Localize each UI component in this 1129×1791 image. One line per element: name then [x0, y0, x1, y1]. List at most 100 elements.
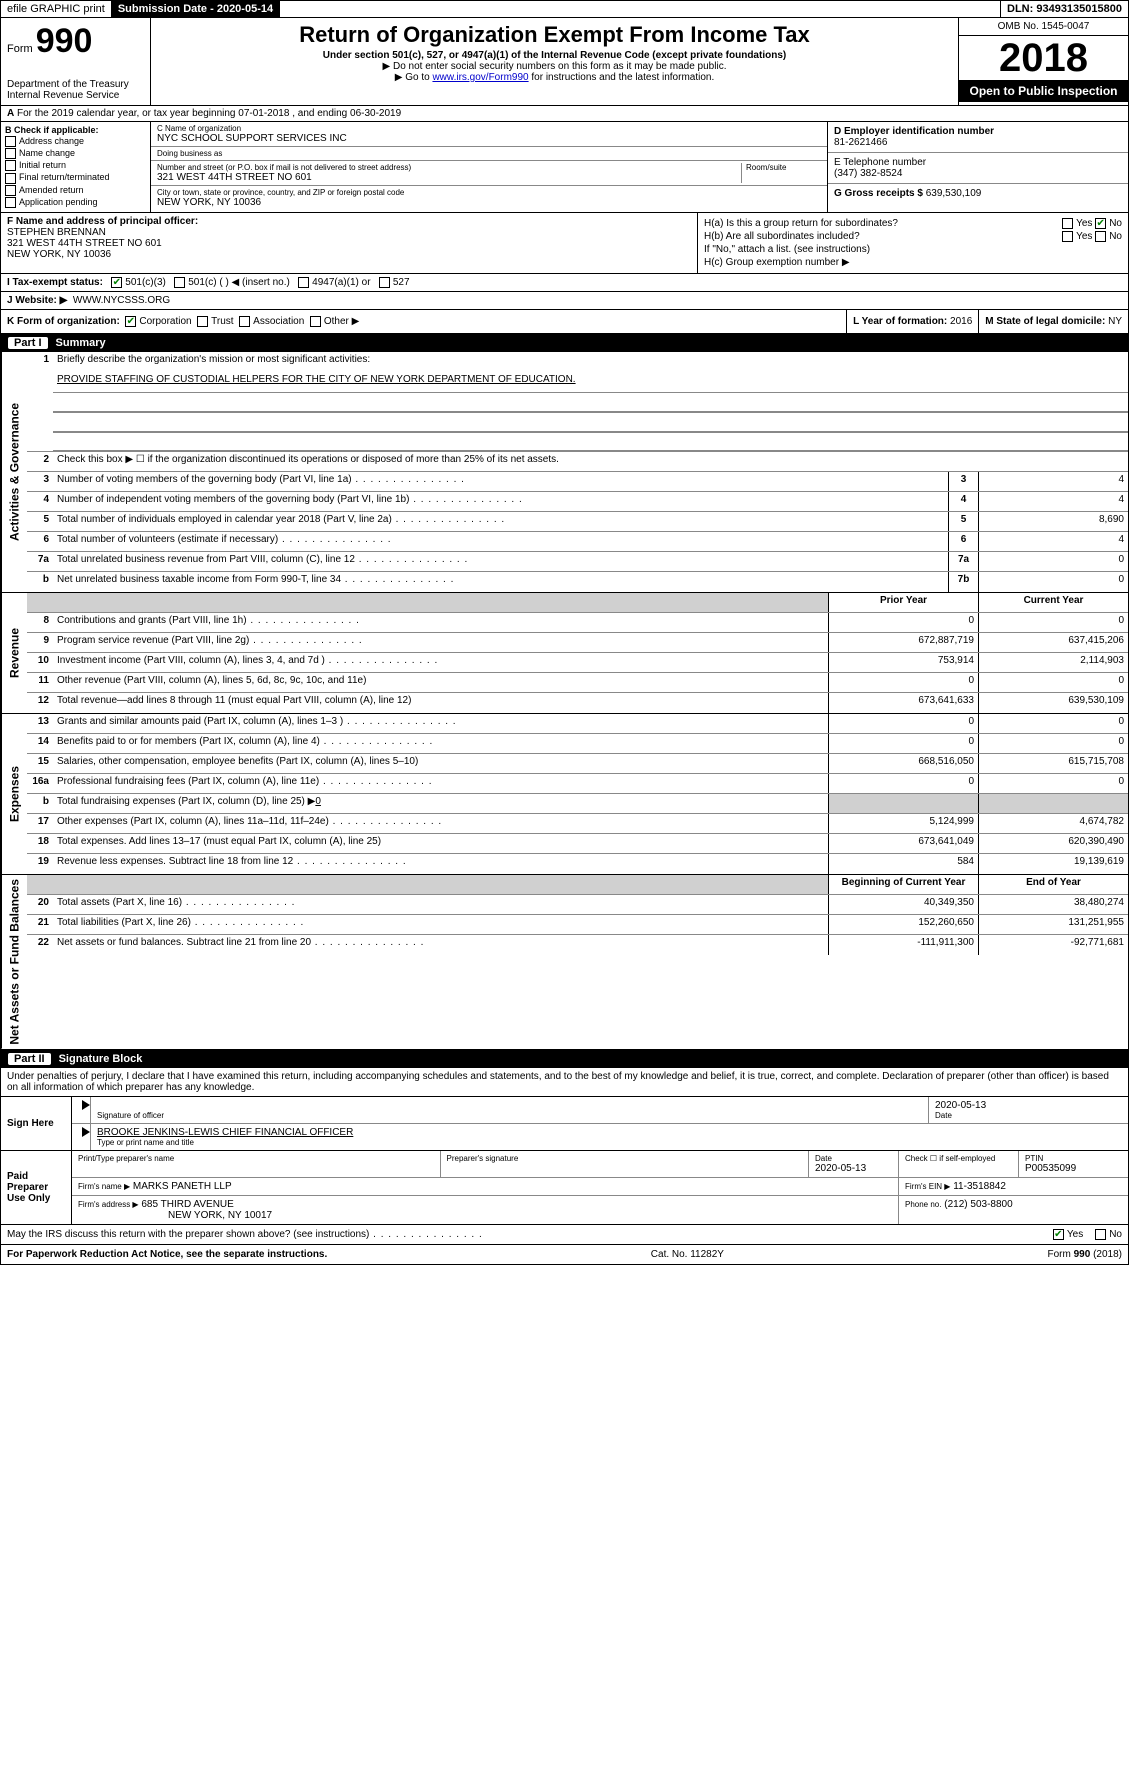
- discuss-yes[interactable]: Yes: [1047, 1225, 1089, 1244]
- check-501c[interactable]: [174, 277, 185, 288]
- form-word: Form: [7, 43, 33, 55]
- sig-date: 2020-05-13: [935, 1100, 1122, 1111]
- check-4947[interactable]: [298, 277, 309, 288]
- website-value: WWW.NYCSSS.ORG: [73, 295, 170, 306]
- box-b-label: B Check if applicable:: [5, 125, 146, 135]
- toolbar-spacer: [280, 7, 1000, 11]
- officer-addr2: NEW YORK, NY 10036: [7, 249, 691, 260]
- line-8: Contributions and grants (Part VIII, lin…: [53, 613, 828, 632]
- mission-text: PROVIDE STAFFING OF CUSTODIAL HELPERS FO…: [53, 372, 1128, 392]
- check-final-return[interactable]: Final return/terminated: [5, 172, 146, 183]
- section-net-assets: Net Assets or Fund Balances Beginning of…: [0, 875, 1129, 1050]
- signature-arrow-icon: [72, 1097, 90, 1123]
- check-corp[interactable]: [125, 316, 136, 327]
- firm-phone: (212) 503-8800: [944, 1199, 1012, 1210]
- check-527[interactable]: [379, 277, 390, 288]
- line-20: Total assets (Part X, line 16): [53, 895, 828, 914]
- prep-sig-label: Preparer's signature: [447, 1154, 803, 1163]
- prep-name-label: Print/Type preparer's name: [78, 1154, 434, 1163]
- line-6: Total number of volunteers (estimate if …: [53, 532, 948, 551]
- addr-label: Number and street (or P.O. box if mail i…: [157, 163, 741, 172]
- part-1-label: Part I: [8, 337, 48, 349]
- room-label: Room/suite: [746, 163, 821, 172]
- open-public-badge: Open to Public Inspection: [959, 80, 1128, 102]
- check-application-pending[interactable]: Application pending: [5, 197, 146, 208]
- box-j: J Website: ▶ WWW.NYCSSS.ORG: [0, 292, 1129, 310]
- line-7a: Total unrelated business revenue from Pa…: [53, 552, 948, 571]
- ptin-label: PTIN: [1025, 1154, 1122, 1163]
- form-note-link: ▶ Go to www.irs.gov/Form990 for instruct…: [157, 72, 952, 83]
- form-number-block: Form 990 Department of the Treasury Inte…: [1, 18, 151, 105]
- val-5: 8,690: [978, 512, 1128, 531]
- check-501c3[interactable]: [111, 277, 122, 288]
- firm-phone-label: Phone no.: [905, 1200, 941, 1209]
- check-assoc[interactable]: [239, 316, 250, 327]
- city-label: City or town, state or province, country…: [157, 188, 821, 197]
- hdr-beginning: Beginning of Current Year: [828, 875, 978, 894]
- firm-addr2: NEW YORK, NY 10017: [168, 1210, 272, 1221]
- form-number: 990: [36, 22, 93, 60]
- check-other[interactable]: [310, 316, 321, 327]
- dept-treasury: Department of the Treasury: [7, 79, 144, 90]
- catalog-number: Cat. No. 11282Y: [651, 1249, 724, 1260]
- check-name-change[interactable]: Name change: [5, 148, 146, 159]
- signature-block: Under penalties of perjury, I declare th…: [0, 1068, 1129, 1225]
- officer-addr1: 321 WEST 44TH STREET NO 601: [7, 238, 691, 249]
- prep-date: 2020-05-13: [815, 1163, 892, 1174]
- dln-label: DLN: 93493135015800: [1000, 1, 1128, 17]
- pra-notice: For Paperwork Reduction Act Notice, see …: [7, 1249, 327, 1260]
- line-17: Other expenses (Part IX, column (A), lin…: [53, 814, 828, 833]
- box-deg: D Employer identification number 81-2621…: [828, 122, 1128, 212]
- check-amended[interactable]: Amended return: [5, 185, 146, 196]
- form-title: Return of Organization Exempt From Incom…: [157, 22, 952, 48]
- paid-preparer-label: Paid Preparer Use Only: [1, 1151, 71, 1224]
- line-16a: Professional fundraising fees (Part IX, …: [53, 774, 828, 793]
- form990-link[interactable]: www.irs.gov/Form990: [432, 72, 528, 83]
- h-b-row: H(b) Are all subordinates included? Yes …: [704, 231, 1122, 242]
- efile-label[interactable]: efile GRAPHIC print: [1, 1, 112, 17]
- tax-status-label: I Tax-exempt status:: [7, 277, 103, 288]
- name-title-label: Type or print name and title: [97, 1138, 1122, 1147]
- part-2-title: Signature Block: [59, 1053, 143, 1065]
- ptin-value: P00535099: [1025, 1163, 1122, 1174]
- hdr-current-year: Current Year: [978, 593, 1128, 612]
- check-address-change[interactable]: Address change: [5, 136, 146, 147]
- form-header: Form 990 Department of the Treasury Inte…: [0, 18, 1129, 106]
- box-l: L Year of formation: 2016: [846, 310, 978, 333]
- side-label-expenses: Expenses: [1, 714, 27, 874]
- hdr-prior-year: Prior Year: [828, 593, 978, 612]
- section-activities-governance: Activities & Governance 1Briefly describ…: [0, 352, 1129, 593]
- sig-date-label: Date: [935, 1111, 1122, 1120]
- irs-label: Internal Revenue Service: [7, 90, 144, 101]
- line-21: Total liabilities (Part X, line 26): [53, 915, 828, 934]
- check-trust[interactable]: [197, 316, 208, 327]
- h-c-row: H(c) Group exemption number ▶: [704, 257, 1122, 268]
- part-1-header: Part I Summary: [0, 334, 1129, 352]
- check-self-employed[interactable]: Check ☐ if self-employed: [898, 1151, 1018, 1177]
- h-note: If "No," attach a list. (see instruction…: [704, 244, 1122, 255]
- tax-year: 2018: [959, 36, 1128, 80]
- form-ref: Form 990 (2018): [1048, 1249, 1122, 1260]
- omb-number: OMB No. 1545-0047: [959, 18, 1128, 36]
- ein-label: D Employer identification number: [834, 126, 1122, 137]
- val-7b: 0: [978, 572, 1128, 592]
- firm-name-label: Firm's name ▶: [78, 1182, 130, 1191]
- side-label-revenue: Revenue: [1, 593, 27, 713]
- discuss-question: May the IRS discuss this return with the…: [1, 1225, 1047, 1244]
- officer-name: STEPHEN BRENNAN: [7, 227, 691, 238]
- gross-receipts-value: 639,530,109: [926, 188, 982, 199]
- hdr-end: End of Year: [978, 875, 1128, 894]
- line-13: Grants and similar amounts paid (Part IX…: [53, 714, 828, 733]
- part-2-label: Part II: [8, 1053, 51, 1065]
- name-arrow-icon: [72, 1124, 90, 1150]
- box-i: I Tax-exempt status: 501(c)(3) 501(c) ( …: [0, 274, 1129, 292]
- line-4: Number of independent voting members of …: [53, 492, 948, 511]
- discuss-no[interactable]: No: [1089, 1225, 1128, 1244]
- side-label-net: Net Assets or Fund Balances: [1, 875, 27, 1049]
- val-7a: 0: [978, 552, 1128, 571]
- line-5: Total number of individuals employed in …: [53, 512, 948, 531]
- check-initial-return[interactable]: Initial return: [5, 160, 146, 171]
- line-11: Other revenue (Part VIII, column (A), li…: [53, 673, 828, 692]
- line-2: Check this box ▶ ☐ if the organization d…: [53, 452, 1128, 471]
- line-7b: Net unrelated business taxable income fr…: [53, 572, 948, 592]
